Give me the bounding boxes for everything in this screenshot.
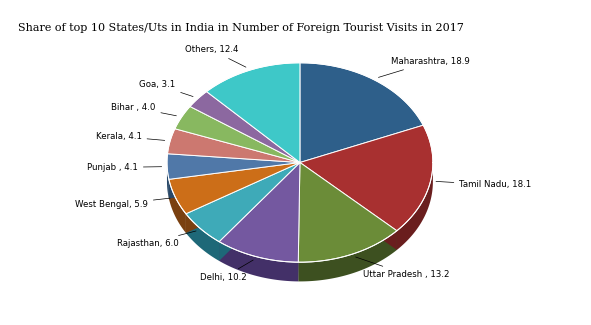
Text: Tamil Nadu, 18.1: Tamil Nadu, 18.1 bbox=[436, 180, 532, 189]
Text: West Bengal, 5.9: West Bengal, 5.9 bbox=[75, 198, 170, 209]
Polygon shape bbox=[300, 63, 423, 162]
Polygon shape bbox=[219, 162, 300, 261]
Text: Delhi, 10.2: Delhi, 10.2 bbox=[200, 260, 253, 282]
Polygon shape bbox=[219, 162, 300, 261]
Polygon shape bbox=[186, 162, 300, 233]
Polygon shape bbox=[169, 162, 300, 199]
Text: Rajasthan, 6.0: Rajasthan, 6.0 bbox=[117, 231, 196, 248]
Polygon shape bbox=[186, 162, 300, 233]
Polygon shape bbox=[169, 162, 300, 199]
Polygon shape bbox=[186, 214, 219, 261]
Polygon shape bbox=[167, 154, 300, 179]
Polygon shape bbox=[169, 179, 186, 233]
Polygon shape bbox=[300, 162, 397, 250]
Polygon shape bbox=[219, 162, 300, 262]
Polygon shape bbox=[298, 162, 300, 281]
Text: Maharashtra, 18.9: Maharashtra, 18.9 bbox=[378, 57, 469, 77]
Polygon shape bbox=[167, 163, 169, 199]
Polygon shape bbox=[169, 162, 300, 214]
Polygon shape bbox=[186, 162, 300, 242]
Polygon shape bbox=[397, 163, 433, 250]
Polygon shape bbox=[219, 242, 298, 281]
Polygon shape bbox=[298, 162, 300, 281]
Polygon shape bbox=[298, 231, 397, 281]
Polygon shape bbox=[206, 63, 300, 162]
Polygon shape bbox=[300, 162, 397, 250]
Polygon shape bbox=[175, 107, 300, 162]
Polygon shape bbox=[190, 92, 300, 162]
Polygon shape bbox=[167, 129, 300, 162]
Text: Goa, 3.1: Goa, 3.1 bbox=[139, 80, 193, 97]
Polygon shape bbox=[298, 162, 397, 262]
Text: Uttar Pradesh , 13.2: Uttar Pradesh , 13.2 bbox=[356, 257, 450, 279]
Text: Others, 12.4: Others, 12.4 bbox=[185, 46, 246, 67]
Text: Bihar , 4.0: Bihar , 4.0 bbox=[111, 103, 176, 116]
Text: Punjab , 4.1: Punjab , 4.1 bbox=[87, 163, 162, 172]
Polygon shape bbox=[300, 125, 433, 231]
Text: Kerala, 4.1: Kerala, 4.1 bbox=[96, 132, 165, 141]
Text: Share of top 10 States/Uts in India in Number of Foreign Tourist Visits in 2017: Share of top 10 States/Uts in India in N… bbox=[18, 23, 463, 33]
